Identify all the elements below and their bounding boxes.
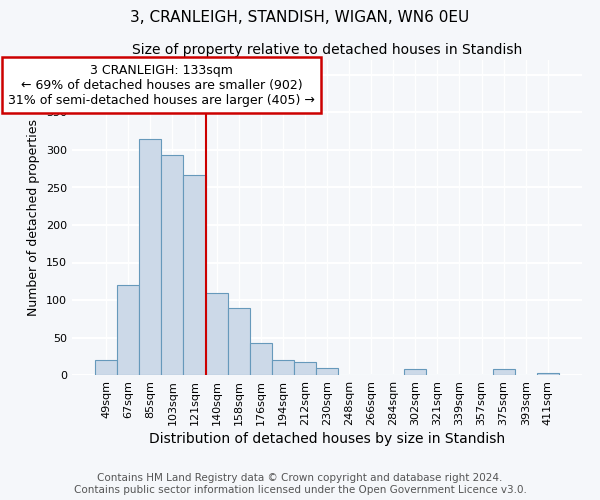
Bar	[272, 360, 294, 375]
Bar	[227, 308, 250, 375]
Bar	[117, 285, 139, 375]
Bar	[404, 369, 427, 375]
Bar	[294, 362, 316, 375]
Bar	[161, 155, 184, 375]
Text: 3, CRANLEIGH, STANDISH, WIGAN, WN6 0EU: 3, CRANLEIGH, STANDISH, WIGAN, WN6 0EU	[130, 10, 470, 25]
Bar	[537, 373, 559, 375]
Title: Size of property relative to detached houses in Standish: Size of property relative to detached ho…	[132, 44, 522, 58]
Bar	[250, 343, 272, 375]
Bar	[139, 138, 161, 375]
Y-axis label: Number of detached properties: Number of detached properties	[28, 119, 40, 316]
Bar	[95, 360, 117, 375]
Text: 3 CRANLEIGH: 133sqm
← 69% of detached houses are smaller (902)
31% of semi-detac: 3 CRANLEIGH: 133sqm ← 69% of detached ho…	[8, 64, 315, 106]
Bar	[206, 292, 227, 375]
Bar	[493, 369, 515, 375]
Text: Contains HM Land Registry data © Crown copyright and database right 2024.
Contai: Contains HM Land Registry data © Crown c…	[74, 474, 526, 495]
Bar	[316, 368, 338, 375]
Bar	[184, 175, 206, 375]
X-axis label: Distribution of detached houses by size in Standish: Distribution of detached houses by size …	[149, 432, 505, 446]
